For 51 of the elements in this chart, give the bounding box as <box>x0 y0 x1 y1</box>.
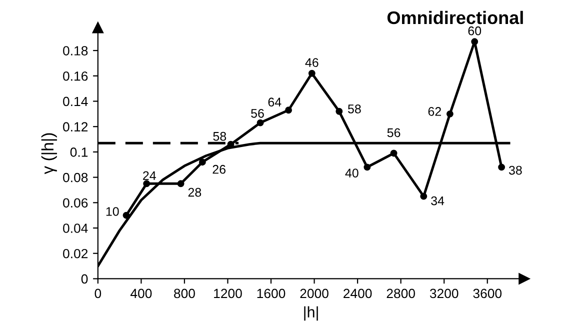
annotation: 58 <box>348 104 361 114</box>
point <box>177 180 184 188</box>
y-tick-label: 0.18 <box>63 46 88 56</box>
point <box>471 38 478 46</box>
x-tick-label: 2800 <box>386 288 415 298</box>
y-tick-label: 0.02 <box>63 248 88 258</box>
x-tick-label: 1600 <box>257 288 286 298</box>
point <box>336 108 343 115</box>
y-tick-label: 0.1 <box>70 148 88 157</box>
point <box>198 158 206 166</box>
y-tick-label: 0.12 <box>63 122 88 132</box>
point <box>420 192 428 200</box>
point <box>446 110 454 118</box>
point <box>308 70 316 77</box>
point <box>498 164 506 171</box>
point <box>364 164 371 171</box>
point <box>143 180 150 188</box>
x-tick-label: 800 <box>174 288 195 298</box>
annotation: 10 <box>106 207 119 216</box>
annotation: 40 <box>345 168 358 178</box>
annotation: 28 <box>188 188 202 197</box>
point <box>285 106 292 114</box>
x-tick-label: 3200 <box>430 288 458 298</box>
point <box>256 119 264 126</box>
annotation: 64 <box>268 98 282 107</box>
y-tick-label: 0 <box>81 274 88 284</box>
x-tick-label: 400 <box>130 288 152 298</box>
y-tick-label: 0.08 <box>63 172 88 182</box>
x-tick-label: 1200 <box>214 288 242 298</box>
y-tick-label: 0.14 <box>63 96 88 106</box>
x-tick-label: 2400 <box>344 288 372 298</box>
annotation: 38 <box>508 166 522 175</box>
x-tick-label: 2000 <box>300 288 328 298</box>
x-tick-label: 0 <box>94 288 102 298</box>
annotation: 62 <box>428 107 441 116</box>
x-axis-title: |h| <box>304 306 318 321</box>
chart-title: Omnidirectional <box>387 10 523 24</box>
point <box>390 150 398 157</box>
y-tick-label: 0.06 <box>63 198 88 208</box>
y-tick-label: 0.16 <box>63 71 88 81</box>
annotation: 60 <box>468 26 482 36</box>
y-tick-label: 0.04 <box>63 224 88 233</box>
annotation: 34 <box>431 196 444 206</box>
annotation: 58 <box>213 132 226 141</box>
annotation: 56 <box>251 108 264 118</box>
y-axis-title: γ (|h|) <box>41 133 57 174</box>
annotation: 24 <box>143 171 156 180</box>
annotation: 46 <box>305 58 318 67</box>
x-tick-label: 3600 <box>473 288 502 298</box>
annotation: 56 <box>387 128 400 138</box>
annotation: 26 <box>212 164 226 174</box>
